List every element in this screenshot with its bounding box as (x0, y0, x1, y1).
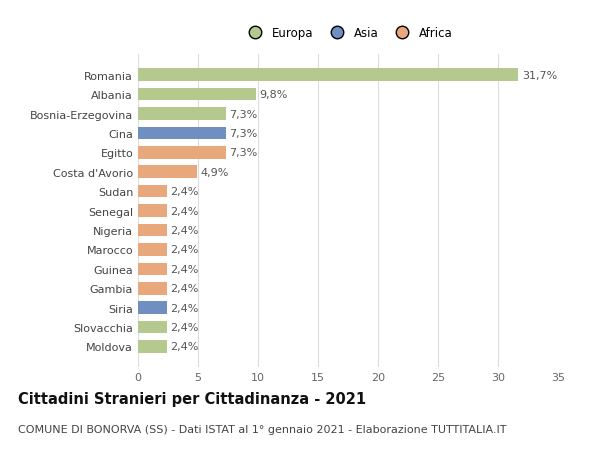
Text: 2,4%: 2,4% (170, 264, 199, 274)
Bar (138, 166, 197, 179)
Bar (138, 185, 167, 198)
Bar (138, 127, 226, 140)
Text: 2,4%: 2,4% (170, 342, 199, 352)
Bar (138, 263, 167, 275)
Text: COMUNE DI BONORVA (SS) - Dati ISTAT al 1° gennaio 2021 - Elaborazione TUTTITALIA: COMUNE DI BONORVA (SS) - Dati ISTAT al 1… (18, 424, 506, 434)
Bar (138, 321, 167, 334)
Text: 2,4%: 2,4% (170, 225, 199, 235)
Bar (138, 244, 167, 256)
Text: 7,3%: 7,3% (229, 129, 257, 139)
Text: 31,7%: 31,7% (522, 71, 557, 80)
Text: 7,3%: 7,3% (229, 109, 257, 119)
Bar (138, 108, 226, 121)
Bar (138, 341, 167, 353)
Text: 2,4%: 2,4% (170, 284, 199, 294)
Text: 2,4%: 2,4% (170, 245, 199, 255)
Bar (138, 282, 167, 295)
Text: 4,9%: 4,9% (200, 168, 229, 177)
Text: 2,4%: 2,4% (170, 322, 199, 332)
Text: 9,8%: 9,8% (259, 90, 287, 100)
Text: 2,4%: 2,4% (170, 187, 199, 197)
Bar (138, 224, 167, 237)
Text: 7,3%: 7,3% (229, 148, 257, 158)
Legend: Europa, Asia, Africa: Europa, Asia, Africa (240, 23, 456, 44)
Text: Cittadini Stranieri per Cittadinanza - 2021: Cittadini Stranieri per Cittadinanza - 2… (18, 391, 366, 406)
Text: 2,4%: 2,4% (170, 206, 199, 216)
Text: 2,4%: 2,4% (170, 303, 199, 313)
Bar (138, 69, 518, 82)
Bar (138, 205, 167, 218)
Bar (138, 147, 226, 159)
Bar (138, 89, 256, 101)
Bar (138, 302, 167, 314)
